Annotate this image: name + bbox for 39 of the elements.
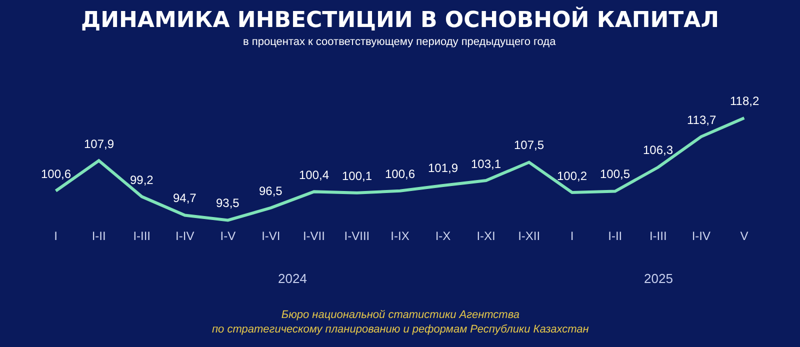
data-label: 100,1	[342, 169, 372, 183]
x-tick-label: I-X	[435, 229, 451, 243]
x-tick-label: I-III	[649, 229, 667, 243]
text: Бюро национальной статистики Агентства по стратегическому планированию и реформам Республики Казахстан	[212, 309, 589, 336]
data-label: 100,5	[600, 167, 630, 181]
x-tick-label: I-VII	[302, 229, 325, 243]
data-label: 93,5	[216, 196, 240, 210]
chart-title: ДИНАМИКА ИНВЕСТИЦИИ В ОСНОВНОЙ КАПИТАЛ	[81, 6, 719, 33]
x-tick-label: I-IV	[176, 229, 194, 243]
data-label: 107,9	[84, 137, 114, 151]
x-tick-label: V	[740, 229, 748, 243]
data-label: 100,2	[557, 169, 588, 183]
x-tick-label: I	[54, 229, 58, 243]
x-tick-label: I-VIII	[344, 229, 370, 243]
x-tick-label: I	[570, 229, 574, 243]
text: 2024	[278, 271, 307, 286]
text: 2025	[644, 271, 673, 286]
data-label: 101,9	[428, 161, 458, 175]
data-label: 106,3	[643, 143, 674, 157]
x-tick-label: I-VI	[262, 229, 280, 243]
x-tick-label: I-XI	[476, 229, 496, 243]
data-label: 100,6	[385, 167, 416, 181]
x-tick-label: I-XII	[518, 229, 540, 243]
data-label: 94,7	[173, 191, 197, 205]
data-label: 107,5	[514, 138, 544, 152]
x-tick-label: I-IV	[692, 229, 710, 243]
data-label: 100,6	[41, 167, 72, 181]
data-label: 103,1	[471, 157, 502, 171]
data-label: 100,4	[299, 168, 330, 182]
x-tick-label: I-IX	[390, 229, 410, 243]
chart-subtitle: в процентах к соответствующему периоду предыдущего года	[243, 36, 557, 48]
data-label: 113,7	[687, 113, 716, 127]
x-tick-label: I-III	[133, 229, 151, 243]
data-label: 118,2	[730, 94, 760, 108]
x-tick-label: I-II	[608, 229, 622, 243]
x-tick-label: I-V	[220, 229, 236, 243]
data-label: 96,5	[259, 184, 283, 198]
x-tick-label: I-II	[92, 229, 106, 243]
data-label: 99,2	[130, 173, 154, 187]
